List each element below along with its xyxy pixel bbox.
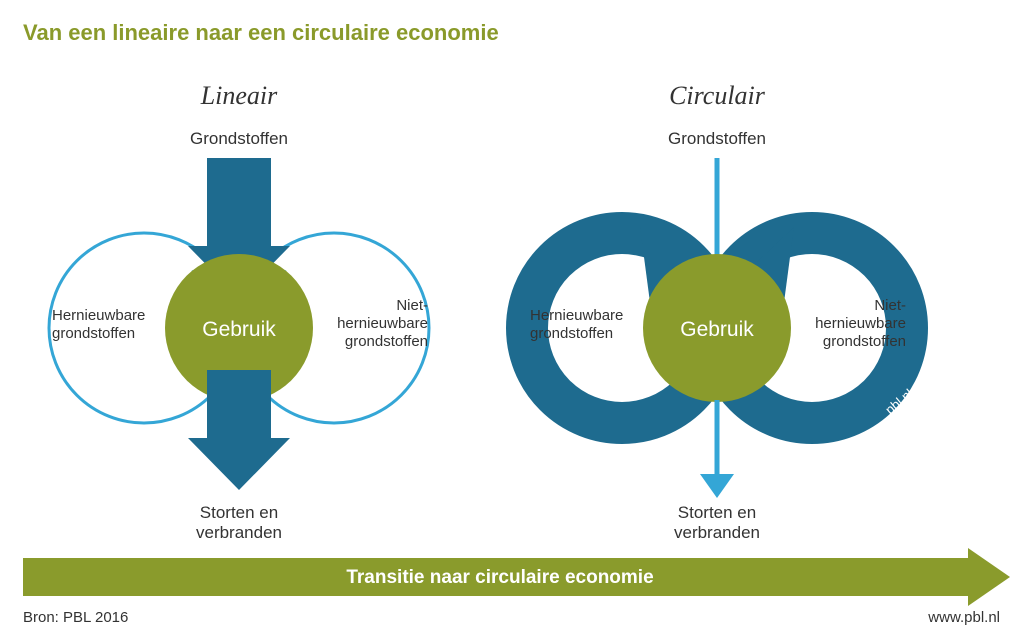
source-label: Bron: PBL 2016 — [23, 609, 128, 626]
right-panel: Circulair Grondstoffen Gebruik pbl.nl He… — [527, 81, 916, 542]
right-heading: Circulair — [669, 81, 766, 110]
right-bottom-label-2: verbranden — [674, 523, 760, 542]
left-right-label-1: Niet- — [396, 297, 428, 314]
right-gebruik-label: Gebruik — [680, 318, 754, 341]
right-left-label-2: grondstoffen — [530, 325, 613, 342]
right-top-label: Grondstoffen — [668, 129, 766, 148]
banner-text: Transitie naar circulaire economie — [346, 567, 653, 588]
left-left-label-2: grondstoffen — [52, 325, 135, 342]
left-right-label-3: grondstoffen — [345, 333, 428, 350]
right-left-label-1: Hernieuwbare — [530, 307, 623, 324]
left-right-label-2: hernieuwbare — [337, 315, 428, 332]
left-top-label: Grondstoffen — [190, 129, 288, 148]
left-bottom-label-2: verbranden — [196, 523, 282, 542]
right-bottom-label-1: Storten en — [678, 503, 756, 522]
left-left-label-1: Hernieuwbare — [52, 307, 145, 324]
left-heading: Lineair — [200, 81, 278, 110]
left-bottom-label-1: Storten en — [200, 503, 278, 522]
left-panel: Lineair Grondstoffen Gebruik Hernieuwbar… — [49, 81, 429, 542]
transition-banner: Transitie naar circulaire economie — [23, 548, 1010, 606]
infographic-root: Van een lineaire naar een circulaire eco… — [0, 0, 1023, 633]
right-arrow-out — [700, 400, 734, 498]
right-right-label-3: grondstoffen — [823, 333, 906, 350]
right-right-label-2: hernieuwbare — [815, 315, 906, 332]
page-title: Van een lineaire naar een circulaire eco… — [23, 20, 499, 45]
right-right-label-1: Niet- — [874, 297, 906, 314]
url-label: www.pbl.nl — [927, 609, 1000, 626]
left-gebruik-label: Gebruik — [202, 318, 276, 341]
